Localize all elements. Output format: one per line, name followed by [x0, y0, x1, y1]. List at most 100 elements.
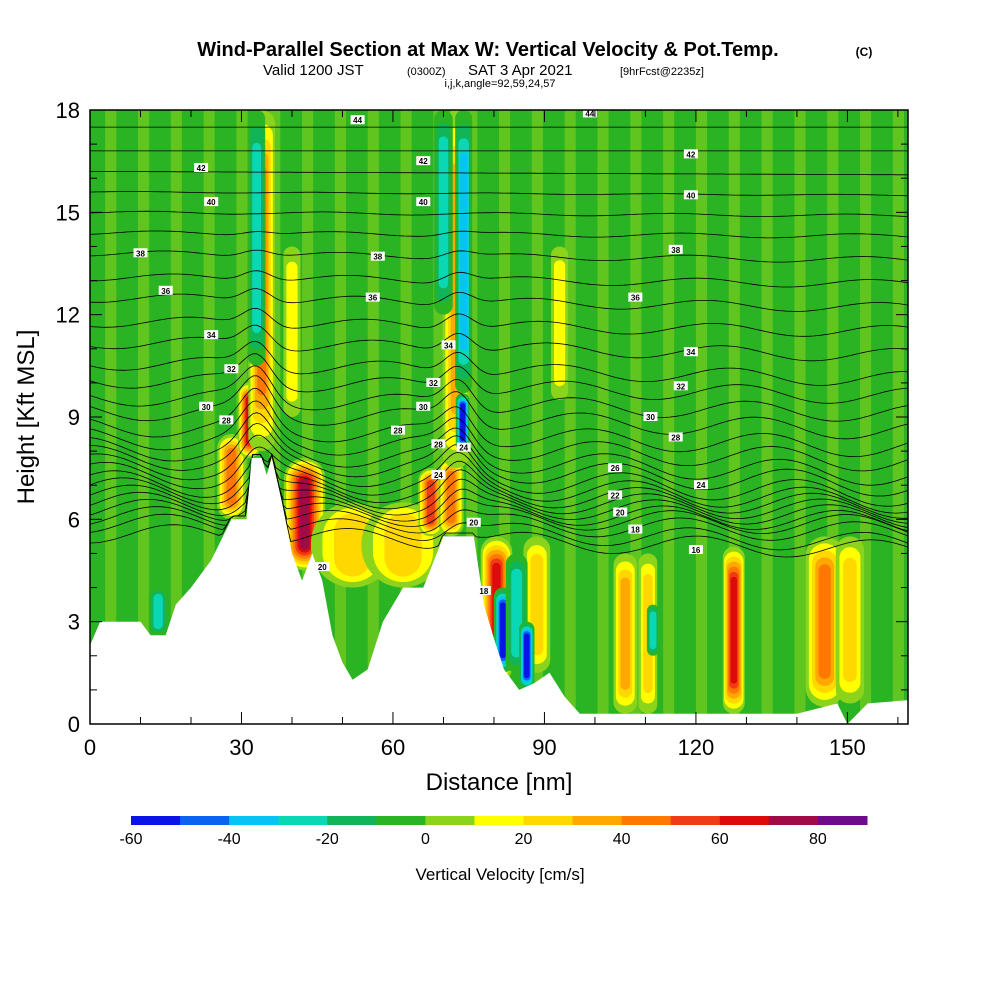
contour-label: 20	[466, 517, 481, 528]
contour-label-text: 26	[611, 464, 620, 473]
contour-label: 30	[416, 401, 431, 412]
x-axis: 0 30 60 90 120 150	[84, 110, 899, 760]
contour-label: 30	[199, 401, 214, 412]
weak-updraft-band	[400, 110, 412, 724]
theta-contour-line	[90, 191, 908, 197]
theta-contour-line	[90, 249, 908, 263]
contour-label: 18	[476, 585, 491, 596]
weak-updraft-band	[203, 110, 215, 724]
theta-contour-line	[90, 324, 908, 362]
colorbar-swatch	[523, 816, 574, 825]
colorbar-swatch	[572, 816, 623, 825]
weak-updraft-band	[630, 110, 642, 724]
contour-label: 28	[219, 415, 234, 425]
contour-label: 40	[683, 190, 698, 200]
updraft-core	[438, 457, 464, 537]
contour-label-text: 36	[368, 294, 377, 303]
contour-label-text: 20	[616, 509, 625, 518]
subtitle-utc: (0300Z)	[407, 66, 446, 78]
contour-label-text: 42	[419, 157, 428, 166]
contour-label: 36	[158, 285, 173, 296]
weak-updraft-band	[827, 110, 839, 724]
updraft-core-level	[333, 513, 372, 577]
downdraft-core	[646, 604, 660, 656]
updraft-core-level	[446, 470, 456, 524]
contour-label: 34	[204, 330, 219, 340]
colorbar-tick-label: -40	[218, 831, 241, 848]
contour-label-text: 38	[136, 249, 145, 258]
y-axis-label: Height [Kft MSL]	[13, 330, 40, 505]
updraft-core	[835, 536, 865, 704]
contour-label-text: 32	[227, 365, 236, 374]
x-tick-label: 0	[84, 735, 96, 760]
contour-label: 22	[608, 490, 623, 500]
contour-label-text: 28	[222, 416, 231, 425]
colorbar-tick-label: 60	[711, 831, 729, 848]
contour-label: 36	[365, 292, 380, 303]
contour-label-text: 32	[676, 382, 685, 391]
colorbar: -60 -40 -20 0 20 40 60 80	[119, 816, 868, 848]
contour-label: 32	[673, 381, 688, 391]
weak-updraft-band	[367, 110, 379, 724]
theta-contour-line	[90, 452, 908, 528]
colorbar-swatch	[768, 816, 819, 825]
updraft-core	[283, 246, 301, 417]
subtitle-date: SAT 3 Apr 2021	[468, 62, 573, 79]
updraft-core-level	[384, 513, 422, 577]
contour-label-text: 20	[318, 563, 327, 572]
theta-contour-line	[90, 434, 908, 507]
contour-label: 24	[693, 480, 708, 490]
theta-contour-line	[90, 452, 908, 534]
updraft-core-level	[299, 478, 310, 550]
contour-label: 42	[416, 156, 431, 166]
y-tick-label: 15	[56, 200, 80, 225]
weak-updraft-band	[499, 110, 511, 724]
contour-label-text: 34	[207, 331, 216, 340]
downdraft-core	[248, 110, 266, 366]
contour-label-text: 34	[444, 341, 453, 350]
weak-updraft-band	[105, 110, 117, 724]
contour-label: 44	[350, 115, 365, 125]
theta-contour-line	[90, 341, 908, 386]
contour-label-text: 40	[419, 198, 428, 207]
downdraft-core-level	[459, 152, 468, 351]
theta-contour-line	[90, 375, 908, 440]
subtitle-valid: Valid 1200 JST	[263, 62, 364, 79]
colorbar-swatch	[719, 816, 770, 825]
downdraft-core-level	[460, 403, 466, 442]
updraft-core-level	[730, 576, 737, 684]
contour-label-text: 30	[646, 413, 655, 422]
y-tick-label: 6	[68, 507, 80, 532]
downdraft-core-level	[438, 136, 449, 289]
colorbar-swatch	[131, 816, 181, 825]
updraft-core	[613, 553, 637, 714]
contour-label: 38	[370, 251, 385, 262]
updraft-core	[722, 546, 745, 714]
weak-updraft-band	[137, 110, 150, 724]
theta-contour-line	[90, 365, 908, 422]
contour-label: 34	[683, 347, 698, 357]
colorbar-tick-label: -20	[316, 831, 339, 848]
theta-contour-line	[90, 446, 908, 514]
chart-title: Wind-Parallel Section at Max W: Vertical…	[197, 39, 778, 61]
colorbar-swatch	[817, 816, 868, 825]
colorbar-swatch	[180, 816, 230, 825]
subtitle-forecast: [9hrFcst@2235z]	[620, 66, 704, 78]
colorbar-swatch	[621, 816, 672, 825]
x-tick-label: 150	[829, 735, 866, 760]
y-tick-label: 0	[68, 712, 80, 737]
theta-contour-line	[90, 452, 908, 541]
x-axis-label: Distance [nm]	[426, 769, 573, 796]
contour-label: 16	[688, 545, 703, 555]
x-tick-label: 90	[532, 735, 556, 760]
contour-label-text: 30	[202, 403, 211, 412]
contour-label: 28	[431, 439, 446, 449]
contour-label: 42	[683, 149, 698, 159]
contour-label: 38	[668, 244, 683, 255]
contour-label: 32	[224, 364, 239, 374]
theta-contour-line	[90, 452, 908, 532]
theta-contour-line	[90, 288, 908, 312]
updraft-core-level	[286, 261, 298, 402]
colorbar-swatch	[278, 816, 328, 825]
